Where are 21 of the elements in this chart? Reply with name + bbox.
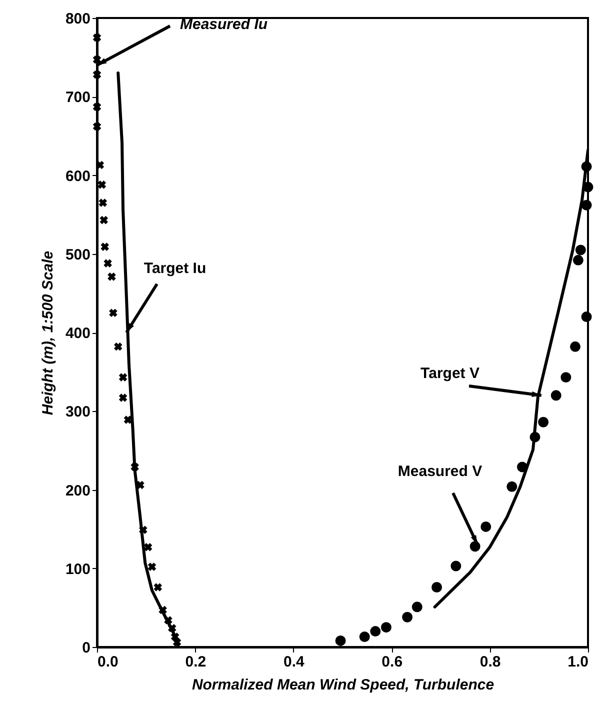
annotation: Target Iu	[144, 260, 206, 277]
annotation: Measured Iu	[180, 16, 268, 33]
x-tick-label: 0.0	[98, 654, 118, 670]
annotation: Measured V	[398, 463, 482, 480]
y-tick-label: 300	[65, 404, 90, 421]
x-axis-title: Normalized Mean Wind Speed, Turbulence	[192, 676, 494, 694]
y-tick-label: 500	[65, 246, 90, 264]
y-tick-label: 100	[65, 560, 90, 578]
y-tick-label: 200	[65, 482, 90, 500]
y-tick-label: 600	[65, 168, 90, 185]
y-axis-title: Height (m), 1:500 Scale	[39, 250, 56, 416]
y-tick-label: 700	[65, 89, 90, 106]
x-tick-label: 0.2	[185, 654, 206, 670]
annotation: Target V	[420, 365, 480, 382]
y-tick-label: 0	[82, 640, 90, 656]
x-tick-label: 0.6	[382, 654, 403, 670]
x-tick-label: 0.8	[480, 654, 501, 670]
y-tick-label: 800	[65, 10, 90, 28]
x-tick-label: 0.4	[283, 654, 305, 670]
x-tick-label: 1.0	[568, 654, 588, 670]
y-tick-label: 400	[65, 325, 90, 342]
